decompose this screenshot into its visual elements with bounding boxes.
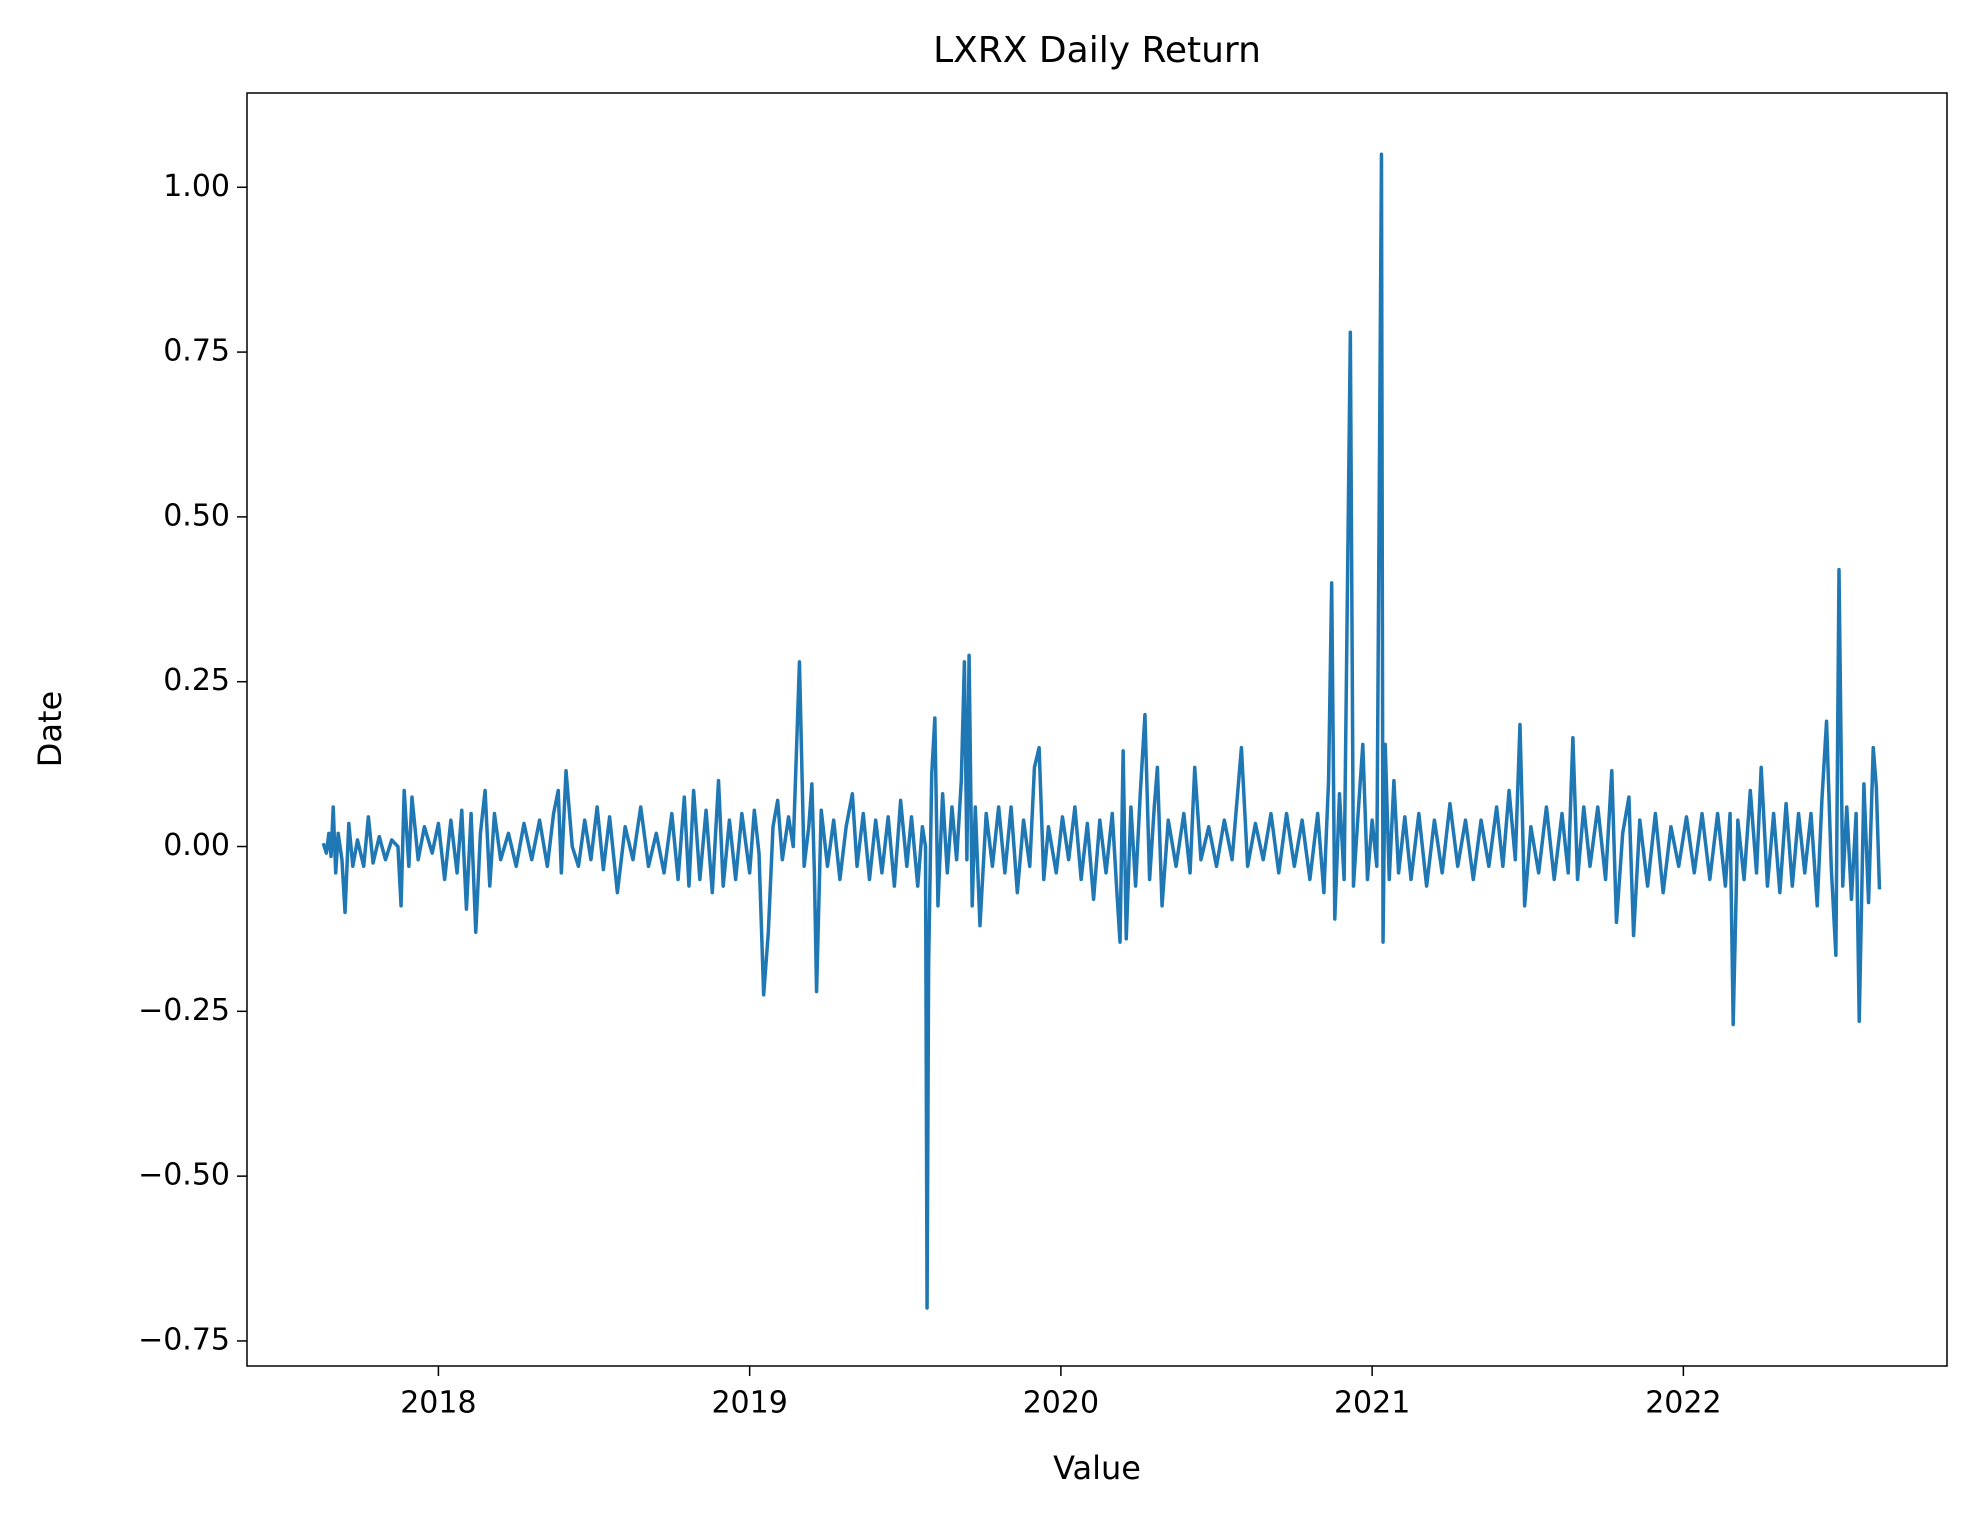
x-tick-label: 2019 [711,1386,787,1421]
y-axis-label: Date [31,691,69,767]
y-tick-label: −0.50 [138,1158,230,1193]
plot-frame [246,92,1948,1367]
x-tick-label: 2018 [400,1386,476,1421]
x-tick-label: 2022 [1645,1386,1721,1421]
y-tick-label: 0.50 [163,498,230,533]
y-tick-label: 1.00 [163,169,230,204]
y-tick-label: 0.75 [163,334,230,369]
y-tick-label: −0.25 [138,993,230,1028]
y-tick-label: 0.00 [163,828,230,863]
y-tick-label: 0.25 [163,663,230,698]
line-series [321,152,1882,1310]
x-axis-label: Value [1053,1449,1141,1487]
chart-title: LXRX Daily Return [933,30,1261,71]
x-tick-label: 2020 [1023,1386,1099,1421]
x-tick-label: 2021 [1334,1386,1410,1421]
y-tick-label: −0.75 [138,1322,230,1357]
